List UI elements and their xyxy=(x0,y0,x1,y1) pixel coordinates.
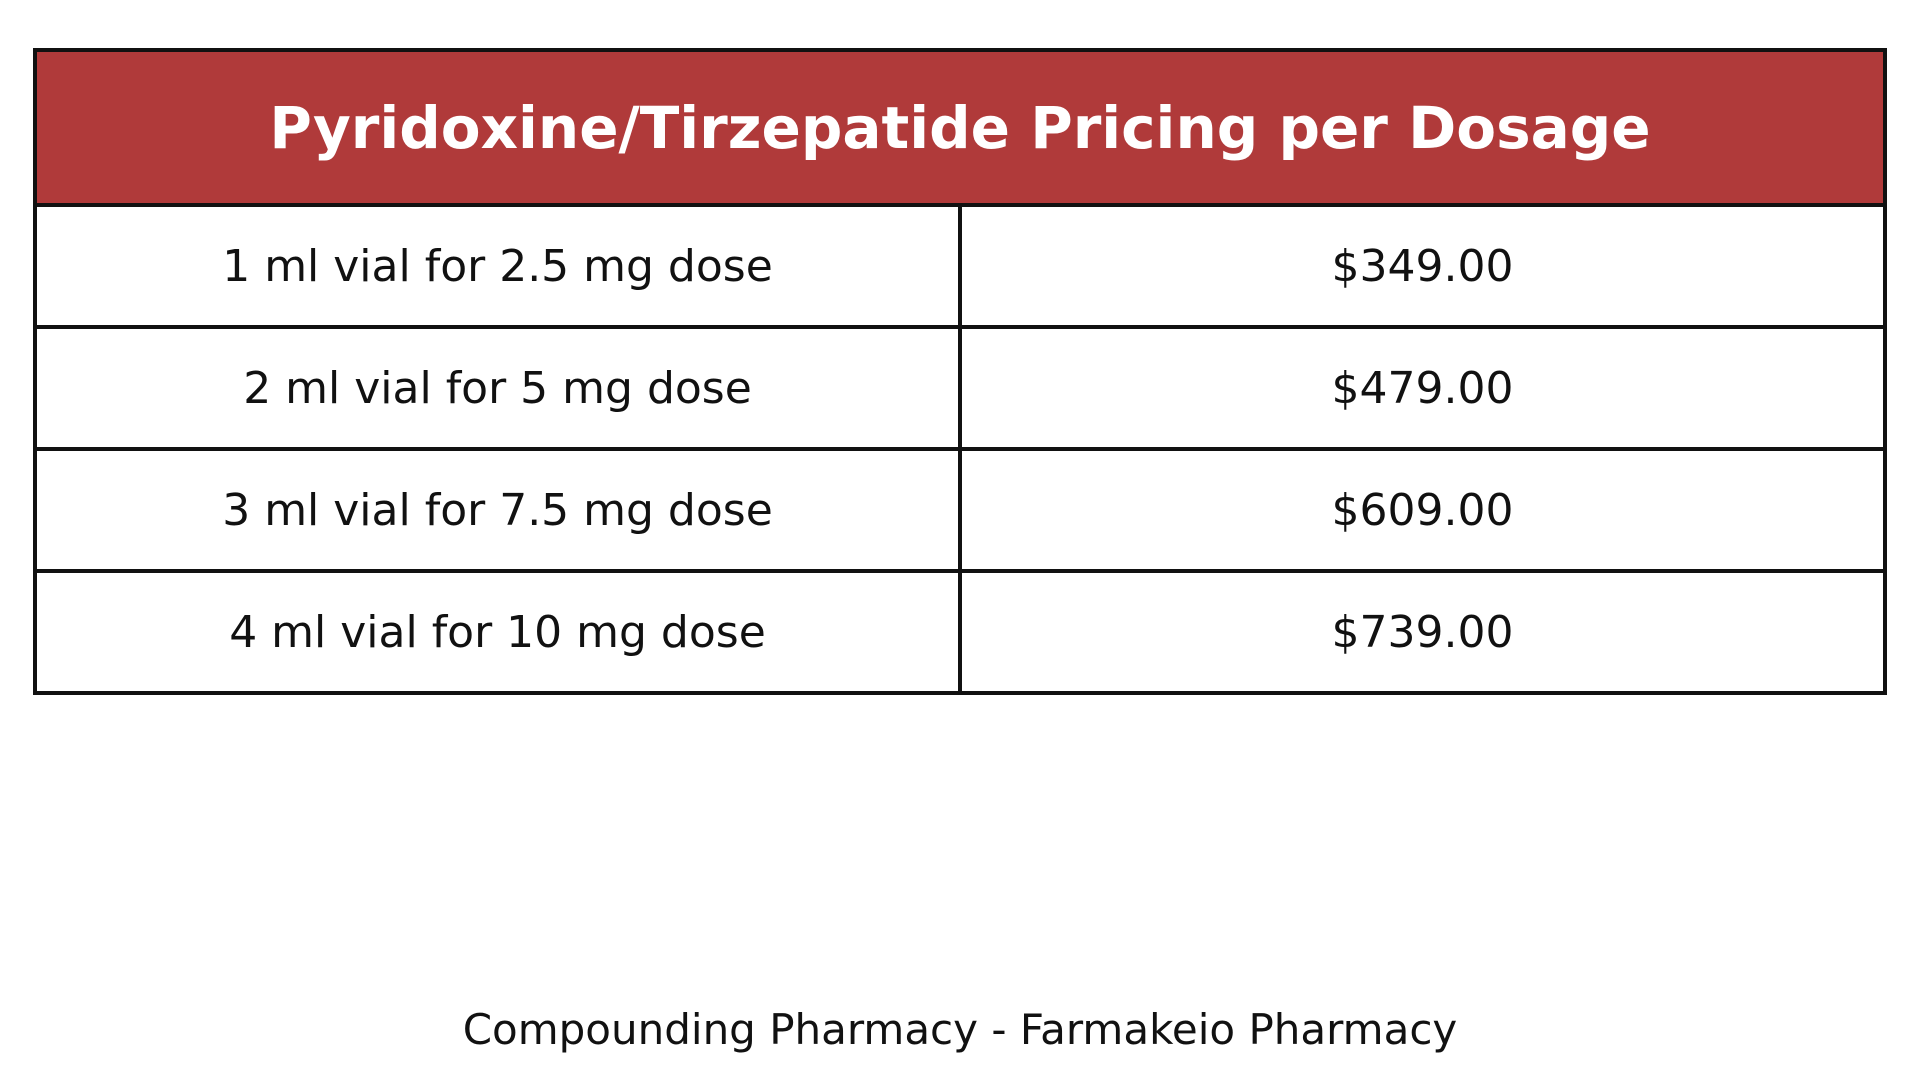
table-body: 1 ml vial for 2.5 mg dose $349.00 2 ml via… xyxy=(33,203,1887,695)
price-cell: $739.00 xyxy=(958,569,1887,695)
dosage-cell: 4 ml vial for 10 mg dose xyxy=(33,569,962,695)
dosage-cell: 1 ml vial for 2.5 mg dose xyxy=(33,203,962,329)
price-cell: $349.00 xyxy=(958,203,1887,329)
dosage-cell: 2 ml vial for 5 mg dose xyxy=(33,325,962,451)
table-title: Pyridoxine/Tirzepatide Pricing per Dosag… xyxy=(33,48,1887,207)
footer-text: Compounding Pharmacy - Farmakeio Pharmac… xyxy=(462,1005,1458,1054)
table-row: 1 ml vial for 2.5 mg dose $349.00 xyxy=(33,203,1887,329)
pricing-table: Pyridoxine/Tirzepatide Pricing per Dosag… xyxy=(33,48,1887,695)
table-row: 4 ml vial for 10 mg dose $739.00 xyxy=(33,569,1887,695)
table-row: 2 ml vial for 5 mg dose $479.00 xyxy=(33,325,1887,451)
dosage-cell: 3 ml vial for 7.5 mg dose xyxy=(33,447,962,573)
price-cell: $479.00 xyxy=(958,325,1887,451)
header-row: Pyridoxine/Tirzepatide Pricing per Dosag… xyxy=(33,48,1887,207)
table-row: 3 ml vial for 7.5 mg dose $609.00 xyxy=(33,447,1887,573)
price-cell: $609.00 xyxy=(958,447,1887,573)
